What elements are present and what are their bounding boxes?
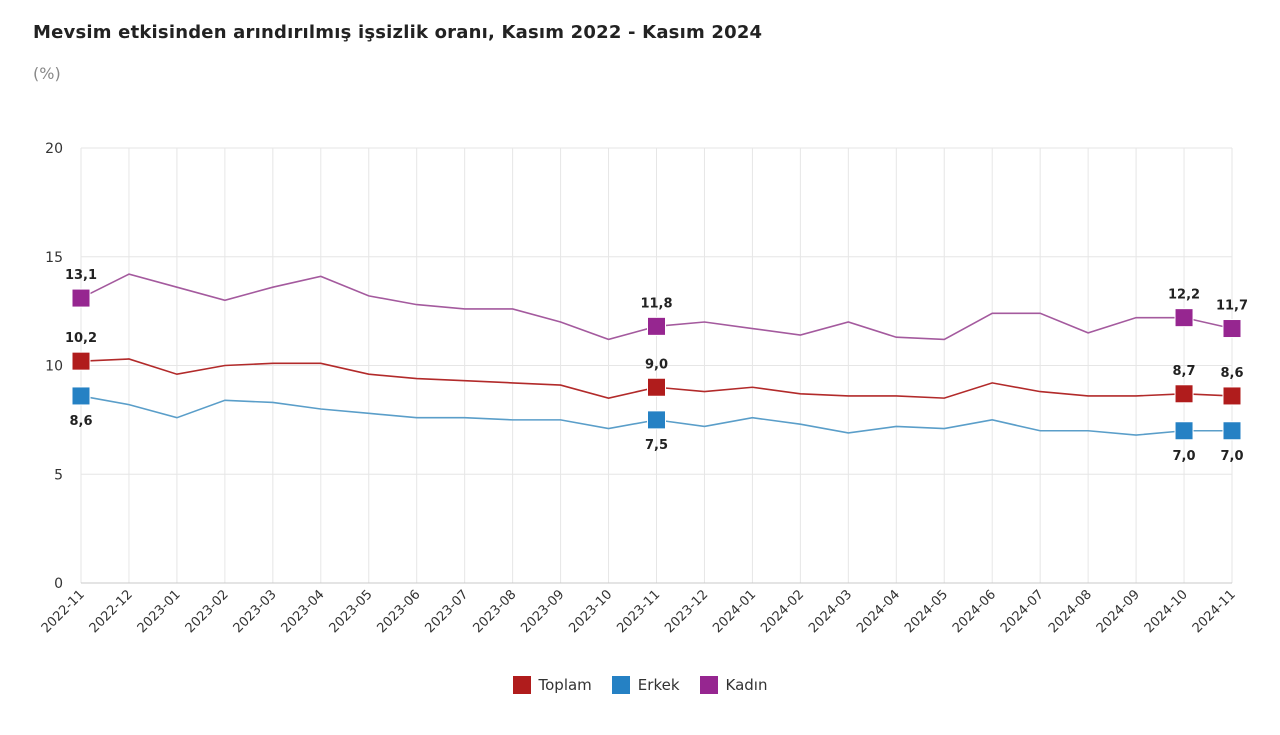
x-tick-label: 2024-11 <box>1190 587 1239 636</box>
x-tick-label: 2022-12 <box>87 587 136 636</box>
y-tick-label: 5 <box>54 467 63 483</box>
data-marker <box>1222 421 1242 441</box>
data-label: 7,5 <box>645 438 668 453</box>
data-label: 8,6 <box>69 414 92 429</box>
chart-unit: (%) <box>33 64 61 83</box>
legend-swatch-toplam <box>512 676 531 694</box>
x-tick-label: 2022-11 <box>39 587 88 636</box>
x-tick-label: 2023-10 <box>566 587 615 636</box>
x-tick-label: 2023-01 <box>135 587 184 636</box>
data-marker <box>1222 319 1242 339</box>
x-tick-label: 2024-08 <box>1046 587 1095 636</box>
legend: Toplam Erkek Kadın <box>0 676 1280 694</box>
legend-label-toplam: Toplam <box>538 676 592 694</box>
legend-label-kadin: Kadın <box>725 676 768 694</box>
data-marker <box>71 386 91 406</box>
y-tick-label: 0 <box>54 576 63 592</box>
x-tick-label: 2023-04 <box>279 587 328 636</box>
legend-swatch-erkek <box>611 676 630 694</box>
data-marker <box>71 351 91 371</box>
data-label: 12,2 <box>1168 288 1200 303</box>
legend-swatch-kadin <box>699 676 718 694</box>
x-tick-label: 2023-09 <box>518 587 567 636</box>
y-tick-label: 15 <box>45 250 63 266</box>
x-tick-label: 2023-05 <box>327 587 376 636</box>
data-label: 8,6 <box>1220 366 1243 381</box>
legend-item-kadin[interactable]: Kadın <box>699 676 768 694</box>
data-label: 10,2 <box>65 331 97 346</box>
x-tick-label: 2024-09 <box>1094 587 1143 636</box>
x-tick-label: 2024-06 <box>950 587 999 636</box>
data-marker <box>647 410 666 430</box>
x-tick-label: 2023-03 <box>231 587 280 636</box>
x-tick-label: 2023-07 <box>422 587 471 636</box>
data-marker <box>71 288 91 308</box>
data-label: 11,7 <box>1216 299 1248 314</box>
data-marker <box>1174 421 1194 441</box>
x-tick-label: 2024-02 <box>758 587 807 636</box>
x-tick-label: 2024-03 <box>806 587 855 636</box>
y-tick-label: 10 <box>45 359 63 375</box>
data-label: 9,0 <box>645 357 668 372</box>
data-marker <box>1222 386 1242 406</box>
x-tick-label: 2024-05 <box>902 587 951 636</box>
data-label: 11,8 <box>640 296 672 311</box>
data-marker <box>1174 308 1194 328</box>
x-tick-label: 2024-04 <box>854 587 903 636</box>
legend-item-toplam[interactable]: Toplam <box>512 676 592 694</box>
x-tick-label: 2023-02 <box>183 587 232 636</box>
chart-title: Mevsim etkisinden arındırılmış işsizlik … <box>33 22 763 43</box>
x-tick-label: 2024-10 <box>1142 587 1191 636</box>
x-tick-label: 2024-07 <box>998 587 1047 636</box>
data-marker <box>1174 384 1194 404</box>
x-tick-label: 2023-12 <box>662 587 711 636</box>
data-marker <box>647 377 666 397</box>
legend-item-erkek[interactable]: Erkek <box>611 676 680 694</box>
y-tick-label: 20 <box>45 141 63 157</box>
data-label: 13,1 <box>65 268 97 283</box>
x-tick-label: 2023-06 <box>375 587 424 636</box>
data-marker <box>647 316 666 336</box>
x-tick-label: 2023-11 <box>614 587 663 636</box>
legend-label-erkek: Erkek <box>637 676 680 694</box>
x-tick-label: 2024-01 <box>710 587 759 636</box>
data-label: 7,0 <box>1173 449 1196 464</box>
x-tick-label: 2023-08 <box>470 587 519 636</box>
data-label: 7,0 <box>1220 449 1243 464</box>
data-label: 8,7 <box>1173 364 1196 379</box>
